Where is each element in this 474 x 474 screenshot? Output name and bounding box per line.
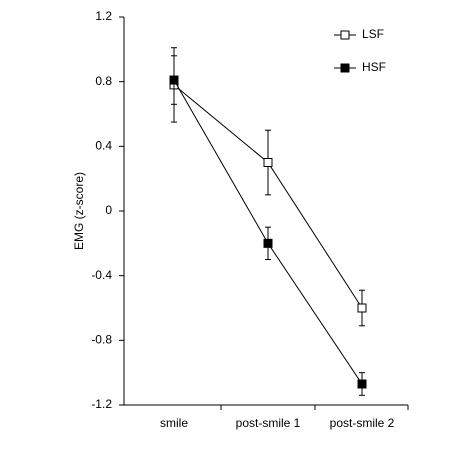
series-line — [173, 84, 363, 309]
marker — [357, 303, 367, 313]
y-axis-label: EMG (z-score) — [72, 172, 86, 250]
y-tick-label: 0 — [105, 203, 112, 217]
legend-label: HSF — [362, 60, 386, 74]
legend-marker — [340, 63, 350, 73]
legend-marker — [340, 30, 350, 40]
x-tick-label: post-smile 1 — [236, 416, 301, 430]
y-tick-label: -0.4 — [91, 268, 112, 282]
y-tick-label: 1.2 — [95, 9, 112, 23]
x-tick-label: post-smile 2 — [330, 416, 395, 430]
marker — [263, 238, 273, 248]
y-tick-label: 0.4 — [95, 139, 112, 153]
y-tick-label: -1.2 — [91, 397, 112, 411]
marker — [263, 158, 273, 167]
x-tick-label: smile — [160, 416, 188, 430]
legend-label: LSF — [362, 27, 384, 41]
marker — [169, 75, 179, 85]
y-tick-label: -0.8 — [91, 333, 112, 347]
y-tick-label: 0.8 — [95, 74, 112, 88]
marker — [357, 379, 367, 389]
